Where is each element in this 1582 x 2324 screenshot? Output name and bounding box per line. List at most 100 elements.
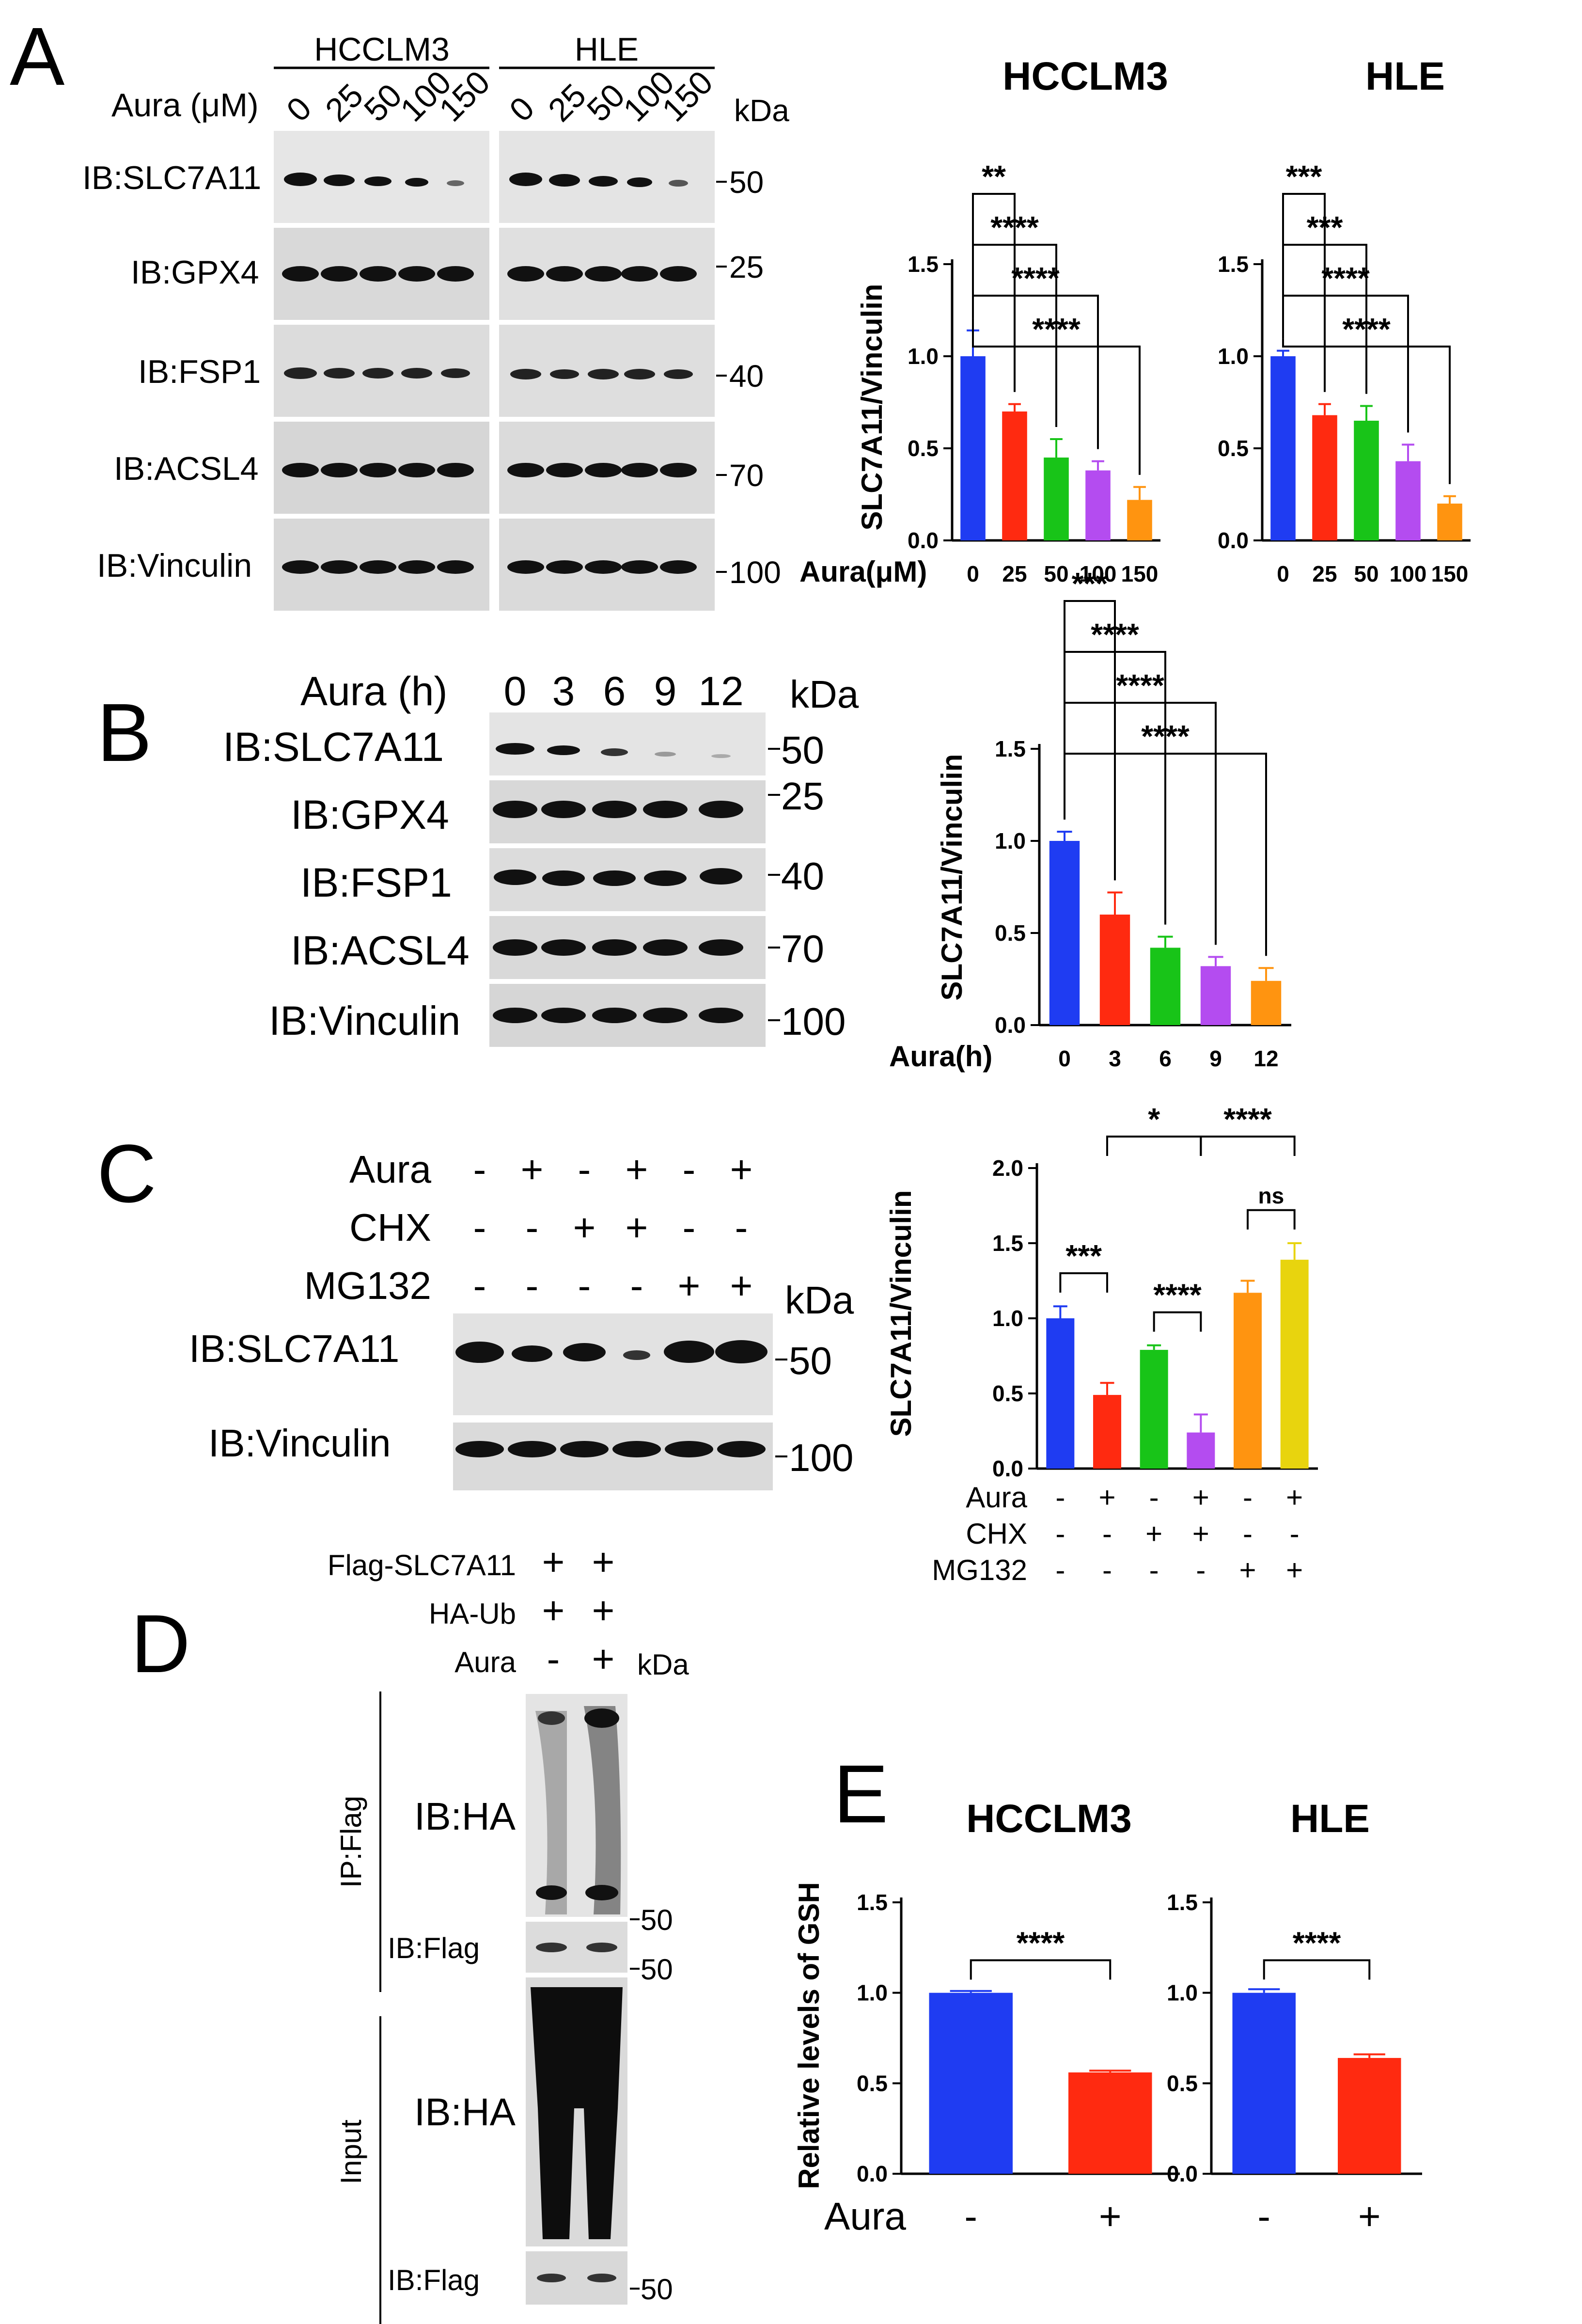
group-label-ipflag: IP:Flag xyxy=(335,1796,367,1888)
chart-title: HCCLM3 xyxy=(1002,54,1168,98)
x-tick-label: 12 xyxy=(1253,1046,1278,1071)
condition-sign: - xyxy=(1196,1554,1206,1586)
condition-sign: - xyxy=(473,1206,486,1249)
y-tick-label: 0.0 xyxy=(857,2161,888,2186)
y-tick-label: 0.0 xyxy=(908,528,939,553)
condition-sign: - xyxy=(1055,1481,1065,1514)
condition-sign: - xyxy=(1055,1518,1065,1550)
kda-marker: 25 xyxy=(729,250,764,285)
bar xyxy=(1200,966,1231,1025)
blot-label: IB:FSP1 xyxy=(300,860,452,905)
condition-sign: - xyxy=(1102,1554,1112,1586)
y-tick-label: 0.0 xyxy=(1218,528,1249,553)
blot-label: IB:SLC7A11 xyxy=(82,159,261,196)
y-axis-label: SLC7A11/Vinculin xyxy=(856,284,888,530)
significance-label: **** xyxy=(1091,617,1139,652)
panel-letter-d: D xyxy=(131,1598,190,1690)
significance-bracket xyxy=(972,318,1141,475)
y-axis-label: SLC7A11/Vinculin xyxy=(936,754,968,1000)
x-tick-label: 100 xyxy=(1080,561,1117,586)
kda-marker: 100 xyxy=(729,555,781,590)
significance-label: **** xyxy=(1321,261,1370,296)
bar xyxy=(1395,461,1421,540)
blot-label: IB:Flag xyxy=(388,2264,480,2296)
y-tick-label: 0.5 xyxy=(992,1381,1023,1406)
bar xyxy=(1093,1395,1121,1469)
dose-label: 0 xyxy=(280,90,318,128)
condition-label: Aura xyxy=(349,1148,431,1191)
time-label: 6 xyxy=(603,668,626,714)
bands-slc7a11-a xyxy=(284,173,688,187)
blot-label: IB:Vinculin xyxy=(269,998,460,1043)
blot-label: IB:Vinculin xyxy=(97,547,252,584)
y-tick-label: 1.5 xyxy=(857,1890,888,1915)
group-label-input: Input xyxy=(335,2119,367,2184)
kda-marker: 50 xyxy=(641,2273,673,2306)
panel-letter-c: C xyxy=(97,1128,157,1220)
y-tick-label: 0.5 xyxy=(1218,436,1249,461)
significance-label: *** xyxy=(1065,1238,1102,1273)
condition-label: Aura xyxy=(454,1646,516,1678)
significance-label: *** xyxy=(1307,210,1343,245)
condition-label: MG132 xyxy=(304,1264,431,1307)
condition-sign: - xyxy=(1243,1481,1253,1514)
significance-bracket xyxy=(972,244,1057,427)
chart-1: 0.0 0.5 1.0 1.5 0 25 50 100 150 HCCLM3 SLC7A11/Vin… xyxy=(799,54,1168,588)
bar xyxy=(1044,458,1069,540)
bar xyxy=(929,1992,1013,2174)
chart-5: 0.0 0.5 1.0 1.5 - + HCCLM3 Relative levels of G… xyxy=(793,1797,1180,2238)
x-tick-label: 50 xyxy=(1354,561,1378,586)
condition-label: Flag-SLC7A11 xyxy=(328,1549,516,1581)
condition-sign: + xyxy=(1239,1554,1256,1586)
bar xyxy=(1049,841,1080,1025)
bar xyxy=(1046,1318,1075,1469)
blot-label: IB:Vinculin xyxy=(208,1422,391,1465)
condition-sign: + xyxy=(1192,1518,1209,1550)
condition-sign: + xyxy=(626,1206,648,1249)
condition-sign: + xyxy=(542,1540,565,1583)
blot-label: IB:HA xyxy=(414,2090,516,2134)
y-tick-label: 0.5 xyxy=(908,436,939,461)
condition-sign: - xyxy=(547,1637,560,1680)
bar xyxy=(1437,504,1462,540)
charts-layer: 0.00.51.01.50 25 50 100 150HCCLM3SLC7A11/Vin… xyxy=(793,54,1471,2238)
kda-marker: 50 xyxy=(729,165,764,200)
significance-label: ** xyxy=(982,159,1006,194)
kda-marker: 50 xyxy=(789,1339,832,1382)
y-tick-label: 1.0 xyxy=(995,828,1026,854)
panel-b-blots: B Aura (h) 0 3 6 9 12 kDa IB:SLC7A11 IB:… xyxy=(97,668,859,1047)
significance-label: *** xyxy=(1286,159,1322,194)
significance-label: ns xyxy=(1258,1183,1284,1208)
x-axis-label: Aura xyxy=(824,2195,906,2238)
y-tick-label: 0.5 xyxy=(1167,2071,1198,2096)
y-tick-label: 2.0 xyxy=(992,1155,1023,1181)
kda-marker: 50 xyxy=(641,1904,673,1936)
significance-label: **** xyxy=(1293,1925,1341,1960)
condition-sign: - xyxy=(473,1148,486,1191)
chart-title: HCCLM3 xyxy=(966,1797,1132,1841)
significance-bracket xyxy=(1064,702,1217,945)
significance-bracket xyxy=(1282,338,1451,484)
bar xyxy=(1140,1350,1168,1469)
blot-label: IB:HA xyxy=(414,1795,516,1838)
chart-title: HLE xyxy=(1290,1797,1370,1841)
condition-sign: + xyxy=(592,1589,615,1632)
significance-label: **** xyxy=(1223,1102,1272,1137)
condition-sign: + xyxy=(1145,1518,1162,1550)
bar xyxy=(1312,415,1337,540)
bands-acsl4-a xyxy=(282,463,697,477)
condition-label: CHX xyxy=(349,1206,431,1249)
kda-marker: 70 xyxy=(729,458,764,493)
y-tick-label: 1.5 xyxy=(992,1231,1023,1256)
bar xyxy=(1150,948,1181,1025)
condition-sign: - xyxy=(1102,1518,1112,1550)
condition-sign: - xyxy=(526,1206,539,1249)
x-tick-label: 0 xyxy=(1058,1046,1071,1071)
chart-title: HLE xyxy=(1365,54,1445,98)
kda-header-d: kDa xyxy=(637,1648,689,1681)
x-tick-label: + xyxy=(1099,2195,1122,2238)
x-tick-label: 9 xyxy=(1209,1046,1222,1071)
condition-sign: + xyxy=(730,1264,753,1307)
